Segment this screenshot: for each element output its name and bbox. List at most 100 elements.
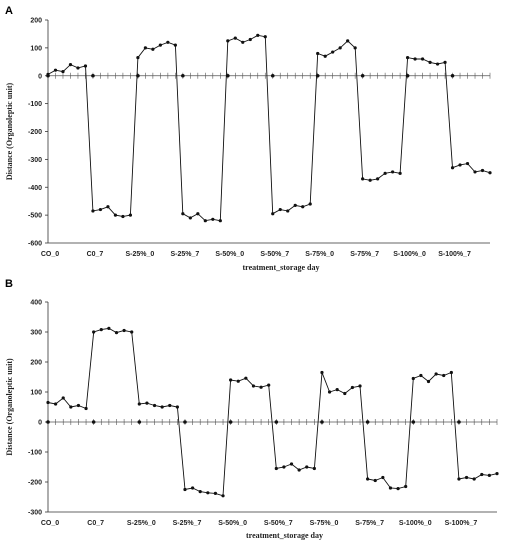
zero-marker-a — [450, 73, 455, 78]
x-tick-label-b: S-50%_0 — [218, 520, 247, 527]
data-point-b — [206, 491, 210, 495]
data-point-a — [61, 69, 65, 74]
x-tick-label-b: S-25%_0 — [127, 520, 156, 527]
data-point-b — [61, 396, 65, 400]
data-point-a — [173, 43, 177, 47]
x-tick-label-a: S-75%_0 — [305, 251, 334, 258]
data-point-b — [267, 383, 271, 387]
y-tick-label-b: 100 — [30, 390, 42, 397]
data-point-a — [473, 170, 477, 174]
data-point-a — [188, 216, 192, 220]
series-line-a — [47, 34, 491, 222]
data-point-b — [152, 403, 157, 408]
data-point-b — [335, 388, 339, 392]
series-line-b — [47, 327, 498, 497]
data-point-b — [76, 403, 81, 408]
x-tick-label-a: S-75%_7 — [350, 251, 379, 258]
data-point-b — [175, 405, 179, 409]
data-point-a — [271, 212, 275, 216]
zero-marker-a — [225, 73, 230, 78]
data-point-a — [226, 39, 230, 43]
data-point-a — [98, 207, 103, 212]
data-point-a — [113, 213, 118, 217]
data-point-b — [343, 391, 347, 396]
data-point-a — [233, 36, 237, 40]
data-point-a — [128, 213, 133, 217]
data-point-a — [465, 161, 470, 166]
data-point-a — [83, 64, 88, 68]
y-tick-label-a: -300 — [28, 157, 42, 164]
y-tick-label-b: 200 — [30, 360, 42, 367]
y-tick-label-b: 400 — [30, 300, 42, 307]
y-tick-label-a: 200 — [30, 18, 42, 25]
data-point-a — [46, 72, 50, 76]
data-point-a — [143, 46, 147, 50]
data-point-b — [190, 486, 195, 490]
y-tick-label-a: -200 — [28, 129, 42, 136]
zero-marker-b — [137, 420, 142, 424]
data-point-a — [346, 39, 350, 43]
zero-marker-b — [320, 420, 324, 424]
data-point-b — [381, 475, 385, 480]
data-point-b — [229, 378, 233, 382]
x-tick-label-a: S-100%_0 — [393, 251, 426, 258]
data-point-b — [244, 376, 248, 380]
x-tick-label-a: S-50%_7 — [260, 251, 289, 258]
data-point-a — [203, 219, 207, 223]
data-point-a — [166, 40, 170, 44]
data-point-b — [54, 402, 58, 406]
x-tick-label-b: S-25%_7 — [173, 520, 202, 527]
x-tick-label-b: S-100%_0 — [399, 520, 432, 527]
data-point-a — [121, 214, 125, 219]
data-point-b — [350, 385, 355, 390]
y-axis-title-a: Distance (Organoleptic unit) — [5, 83, 14, 181]
data-point-b — [457, 477, 461, 481]
data-point-b — [388, 486, 393, 490]
data-point-b — [487, 473, 491, 477]
data-point-a — [316, 51, 320, 56]
data-point-a — [241, 40, 245, 44]
x-tick-label-a: C0_7 — [87, 251, 104, 258]
data-point-a — [413, 57, 417, 61]
data-point-b — [366, 477, 370, 481]
zero-marker-b — [365, 420, 370, 424]
x-tick-label-a: S-25%_0 — [125, 251, 154, 258]
data-point-a — [293, 203, 297, 207]
data-point-a — [450, 166, 455, 170]
y-tick-label-b: 300 — [30, 330, 42, 337]
panel-label-a: A — [5, 5, 13, 17]
data-point-a — [151, 47, 155, 51]
x-axis-title-b: treatment_storage day — [246, 531, 323, 540]
data-point-a — [218, 219, 222, 223]
data-point-b — [434, 372, 438, 376]
zero-marker-b — [457, 420, 461, 424]
data-point-a — [368, 178, 372, 182]
data-point-a — [458, 163, 462, 167]
data-point-a — [68, 63, 73, 67]
data-point-b — [92, 330, 96, 334]
zero-marker-a — [270, 73, 275, 78]
data-point-a — [323, 54, 327, 58]
y-tick-label-b: -300 — [28, 510, 42, 517]
data-point-a — [383, 171, 387, 175]
data-point-b — [327, 390, 332, 394]
data-point-b — [480, 472, 484, 477]
data-point-b — [221, 494, 225, 498]
data-point-a — [106, 205, 110, 209]
y-axis-title-b: Distance (Organoleptic unit) — [5, 358, 14, 456]
y-tick-label-b: -200 — [28, 480, 42, 487]
data-point-a — [196, 212, 200, 216]
data-point-a — [361, 177, 365, 181]
y-tick-label-a: 100 — [30, 45, 42, 52]
x-tick-label-b: S-75%_0 — [310, 520, 339, 527]
y-tick-label-a: -500 — [28, 213, 42, 220]
x-tick-label-a: CO_0 — [41, 251, 59, 258]
data-point-b — [122, 328, 126, 333]
zero-marker-b — [183, 420, 187, 424]
data-point-b — [464, 475, 469, 480]
data-point-b — [69, 405, 73, 409]
data-point-a — [158, 43, 162, 47]
zero-marker-b — [274, 420, 279, 424]
data-point-a — [405, 56, 410, 60]
